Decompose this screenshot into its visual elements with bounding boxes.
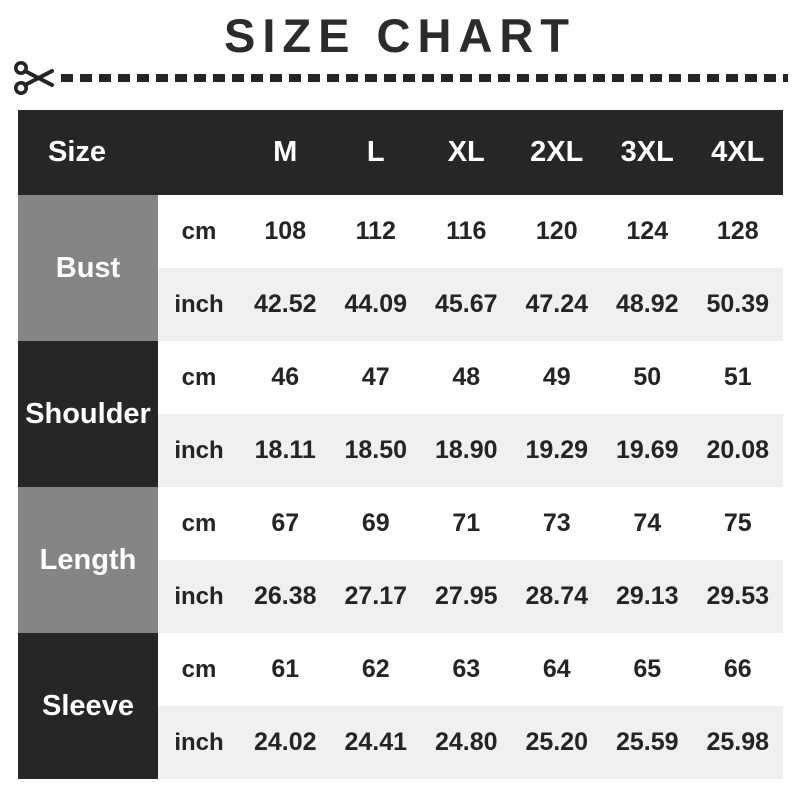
table-cell: 108: [240, 195, 331, 268]
table-cell: 50: [602, 341, 693, 414]
table-cell: 51: [692, 341, 783, 414]
table-cell: 44.09: [330, 268, 421, 341]
table-cell: 65: [602, 633, 693, 706]
size-chart-table: Size M L XL 2XL 3XL 4XL Bust cm 108 112 …: [18, 110, 783, 779]
table-cell: 71: [421, 487, 512, 560]
table-cell: 42.52: [240, 268, 331, 341]
table-cell: 73: [511, 487, 602, 560]
header-col-4xl: 4XL: [692, 110, 783, 195]
table-cell: 48.92: [602, 268, 693, 341]
table-cell: 75: [692, 487, 783, 560]
row-label-sleeve: Sleeve: [18, 633, 158, 779]
table-cell: 124: [602, 195, 693, 268]
unit-label: inch: [158, 414, 240, 487]
table-cell: 25.98: [692, 706, 783, 779]
unit-label: inch: [158, 706, 240, 779]
table-cell: 46: [240, 341, 331, 414]
table-cell: 25.20: [511, 706, 602, 779]
table-cell: 67: [240, 487, 331, 560]
table-cell: 18.50: [330, 414, 421, 487]
cut-line: [12, 55, 788, 101]
row-label-bust: Bust: [18, 195, 158, 341]
unit-label: cm: [158, 341, 240, 414]
table-cell: 128: [692, 195, 783, 268]
header-col-3xl: 3XL: [602, 110, 693, 195]
table-cell: 26.38: [240, 560, 331, 633]
row-label-shoulder: Shoulder: [18, 341, 158, 487]
unit-label: cm: [158, 487, 240, 560]
table-cell: 27.17: [330, 560, 421, 633]
table-cell: 47.24: [511, 268, 602, 341]
table-cell: 74: [602, 487, 693, 560]
unit-label: cm: [158, 633, 240, 706]
table-cell: 28.74: [511, 560, 602, 633]
table-cell: 18.11: [240, 414, 331, 487]
table-cell: 63: [421, 633, 512, 706]
table-cell: 116: [421, 195, 512, 268]
table-cell: 120: [511, 195, 602, 268]
table-cell: 61: [240, 633, 331, 706]
table-cell: 24.80: [421, 706, 512, 779]
table-cell: 27.95: [421, 560, 512, 633]
table-cell: 66: [692, 633, 783, 706]
page-title: SIZE CHART: [224, 9, 576, 62]
header-col-l: L: [330, 110, 421, 195]
table-cell: 69: [330, 487, 421, 560]
row-label-length: Length: [18, 487, 158, 633]
table-cell: 24.41: [330, 706, 421, 779]
table-cell: 29.53: [692, 560, 783, 633]
table-cell: 19.69: [602, 414, 693, 487]
table-cell: 48: [421, 341, 512, 414]
table-cell: 64: [511, 633, 602, 706]
table-cell: 112: [330, 195, 421, 268]
table-cell: 62: [330, 633, 421, 706]
table-cell: 19.29: [511, 414, 602, 487]
header-col-m: M: [240, 110, 331, 195]
table-cell: 24.02: [240, 706, 331, 779]
dashed-cut-line: [61, 74, 788, 82]
table-cell: 18.90: [421, 414, 512, 487]
unit-label: cm: [158, 195, 240, 268]
table-cell: 29.13: [602, 560, 693, 633]
header-col-2xl: 2XL: [511, 110, 602, 195]
table-cell: 45.67: [421, 268, 512, 341]
table-cell: 20.08: [692, 414, 783, 487]
table-cell: 49: [511, 341, 602, 414]
table-cell: 47: [330, 341, 421, 414]
table-cell: 25.59: [602, 706, 693, 779]
header-size-label: Size: [18, 110, 240, 195]
scissors-icon: [14, 61, 54, 95]
table-cell: 50.39: [692, 268, 783, 341]
header-col-xl: XL: [421, 110, 512, 195]
unit-label: inch: [158, 268, 240, 341]
unit-label: inch: [158, 560, 240, 633]
